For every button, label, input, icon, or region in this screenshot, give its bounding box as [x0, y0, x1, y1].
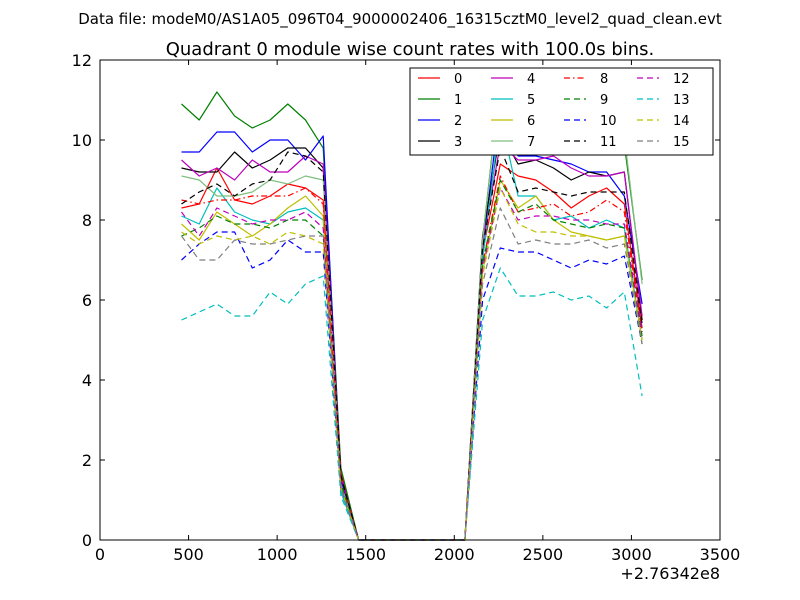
x-tick-label: 1000: [257, 545, 298, 564]
x-tick-label: 0: [95, 545, 105, 564]
x-tick-label: 500: [173, 545, 204, 564]
series-line-15: [181, 207, 643, 541]
x-tick-label: 2500: [522, 545, 563, 564]
x-tick-label: 3500: [700, 545, 741, 564]
legend-label-6: 6: [527, 114, 535, 129]
legend-label-14: 14: [673, 114, 690, 129]
legend-label-7: 7: [527, 135, 535, 150]
series-line-9: [181, 179, 643, 541]
series-line-0: [181, 163, 643, 541]
legend-box: [409, 67, 714, 156]
x-tick-label: 1500: [345, 545, 386, 564]
chart-title: Quadrant 0 module wise count rates with …: [166, 39, 655, 60]
legend-label-8: 8: [600, 72, 608, 87]
series-line-14: [181, 187, 643, 541]
legend-label-3: 3: [454, 135, 462, 150]
y-tick-label: 6: [82, 291, 92, 310]
legend-label-13: 13: [673, 93, 690, 108]
x-offset-label: +2.76342e8: [620, 564, 720, 583]
legend-label-0: 0: [454, 72, 462, 87]
y-tick-label: 2: [82, 451, 92, 470]
suptitle: Data file: modeM0/AS1A05_096T04_90000024…: [78, 10, 722, 29]
y-tick-label: 8: [82, 211, 92, 230]
x-axis: 0 500 1000 1500 2000 2500 3000 3500: [95, 60, 740, 564]
series-line-10: [181, 231, 643, 541]
legend-label-1: 1: [454, 93, 462, 108]
legend-label-9: 9: [600, 93, 608, 108]
series-line-12: [181, 187, 643, 541]
x-tick-label: 3000: [611, 545, 652, 564]
y-tick-label: 4: [82, 371, 92, 390]
series-line-6: [181, 179, 643, 541]
legend-label-2: 2: [454, 114, 462, 129]
legend-label-5: 5: [527, 93, 535, 108]
y-tick-label: 10: [72, 131, 92, 150]
series-line-13: [181, 267, 643, 541]
y-tick-label: 0: [82, 531, 92, 550]
legend-label-11: 11: [600, 135, 617, 150]
legend-label-12: 12: [673, 72, 690, 87]
legend-label-10: 10: [600, 114, 617, 129]
legend-label-4: 4: [527, 72, 535, 87]
x-tick-label: 2000: [434, 545, 475, 564]
series-line-8: [181, 175, 643, 541]
y-tick-label: 12: [72, 51, 92, 70]
legend-label-15: 15: [673, 135, 690, 150]
series-line-3: [181, 131, 643, 541]
